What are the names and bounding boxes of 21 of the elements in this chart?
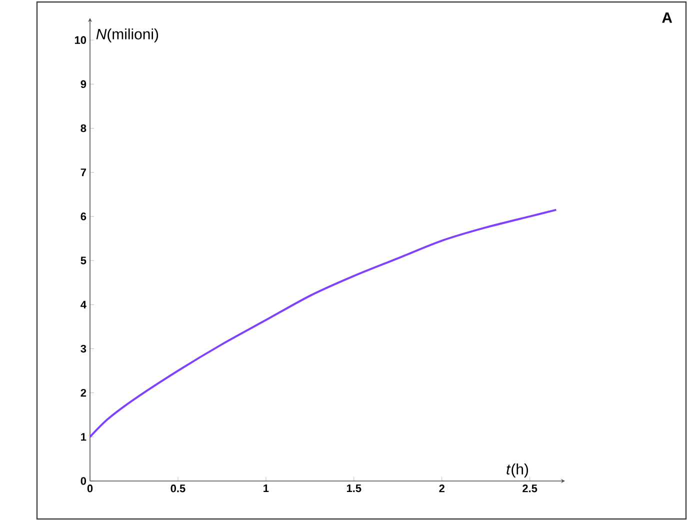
x-tick-label: 2 xyxy=(439,484,444,492)
x-tick-label: 0 xyxy=(87,484,93,492)
y-tick-label: 7 xyxy=(80,168,86,176)
y-axis-title: N(milioni) xyxy=(96,28,158,42)
x-tick-label: 1 xyxy=(264,484,269,492)
y-tick-label: 8 xyxy=(80,124,86,132)
y-tick-label: 3 xyxy=(80,344,86,353)
line-series xyxy=(90,208,558,438)
y-tick-label: 0 xyxy=(80,477,86,485)
x-tick-label: 2.5 xyxy=(522,484,538,492)
y-tick-label: 4 xyxy=(80,300,86,308)
y-tick-label: 1 xyxy=(81,433,86,441)
x-axis-title: t(h) xyxy=(506,464,528,478)
y-tick-label: 2 xyxy=(80,388,86,397)
y-tick-label: 9 xyxy=(80,80,86,88)
y-tick-label: 5 xyxy=(80,256,86,264)
y-tick-label: 10 xyxy=(74,36,86,44)
y-tick-label: 6 xyxy=(80,212,86,220)
x-tick-label: 0.5 xyxy=(170,484,186,492)
x-tick-label: 1.5 xyxy=(346,484,362,492)
text: A xyxy=(662,12,672,23)
